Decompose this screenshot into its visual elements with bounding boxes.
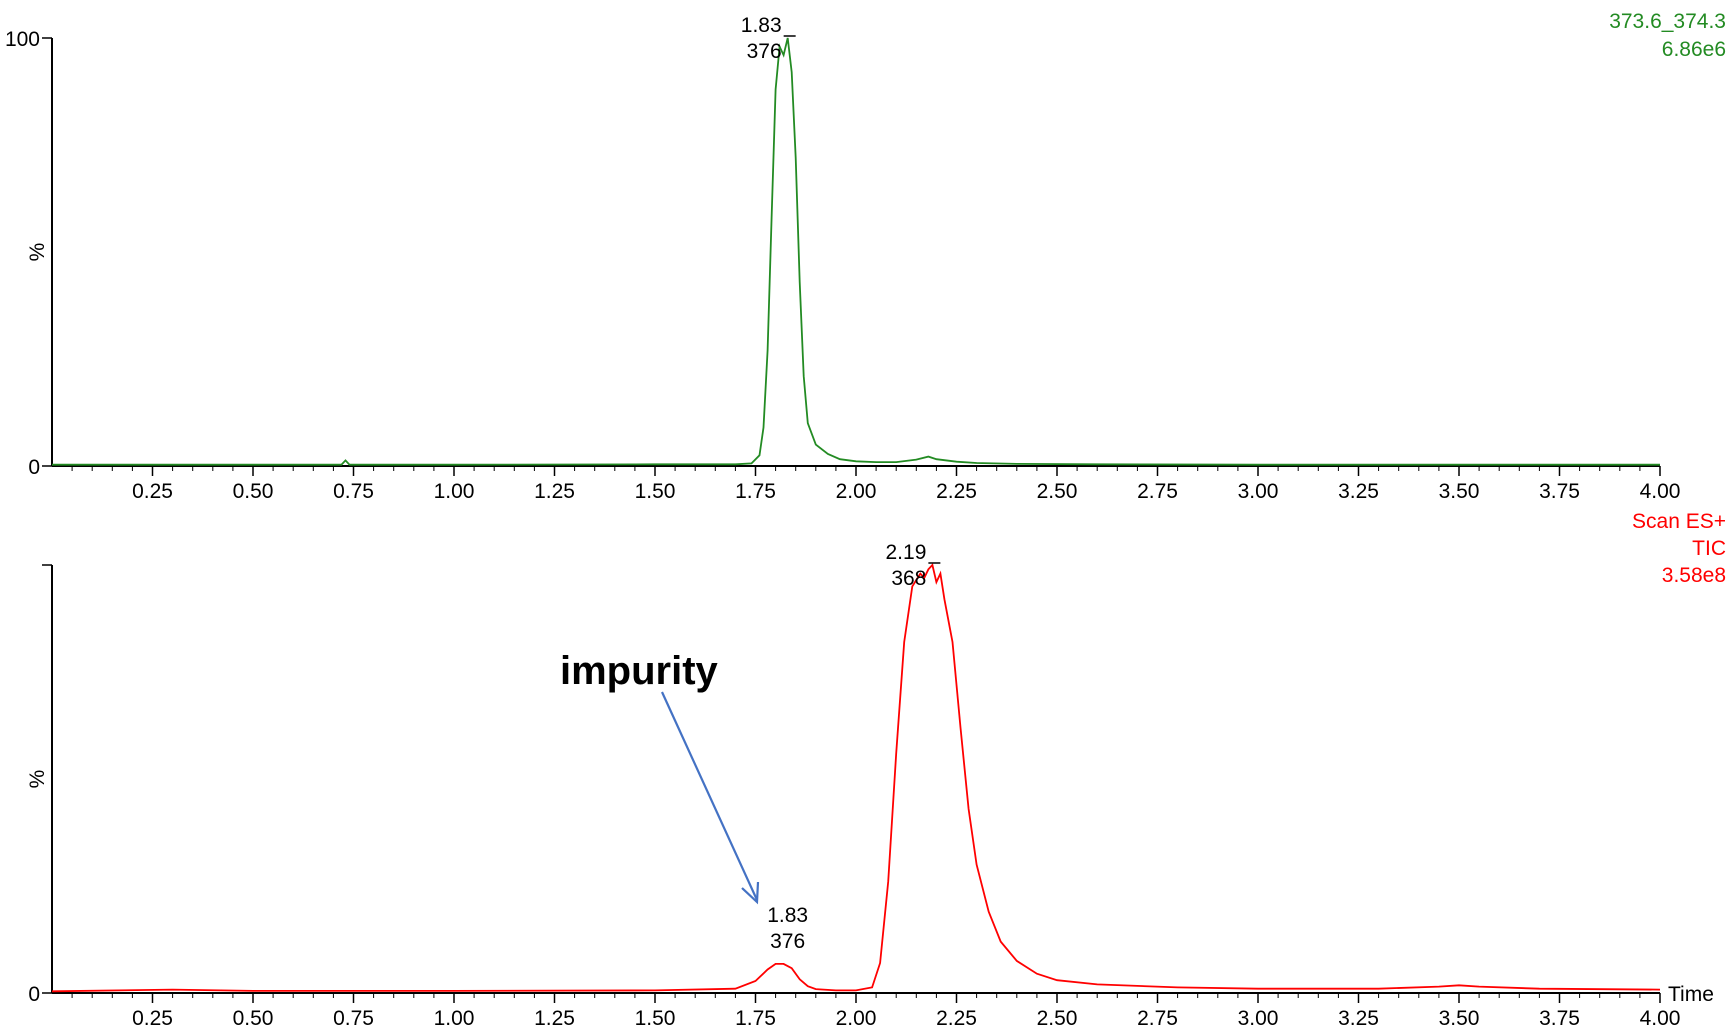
x-tick-label: 3.75 <box>1539 1007 1580 1029</box>
x-ticks: 0.25 0.50 0.75 1.00 1.25 1.50 1.75 2.00 2.25 2.50… <box>71 466 1681 503</box>
x-tick-label: 2.75 <box>1137 480 1178 503</box>
x-tick-label: 0.75 <box>333 1007 374 1029</box>
y-tick-label-top: 100 <box>5 28 40 51</box>
x-tick-label: 3.00 <box>1238 1007 1279 1029</box>
x-tick-label: 0.25 <box>132 1007 173 1029</box>
x-tick-label: 2.00 <box>836 480 877 503</box>
panel-top: 100 0 % 0.25 0.50 0.75 1.00 1.25 1.50 1.75 2.00… <box>5 10 1726 503</box>
x-tick-label: 0.25 <box>132 480 173 503</box>
x-tick-label: 3.50 <box>1439 480 1480 503</box>
y-axis-label: % <box>26 243 49 262</box>
peak-mass-label: 376 <box>770 930 805 953</box>
x-tick-label: 2.25 <box>936 1007 977 1029</box>
panel-bottom: 0 % Time 0.25 0.50 0.75 1.00 1.25 1.50 1.75 2.0… <box>26 510 1726 1029</box>
peak-mass-label: 376 <box>747 40 782 63</box>
y-axis-label: % <box>26 770 49 789</box>
x-tick-label: 1.00 <box>434 1007 475 1029</box>
x-tick-label: 0.50 <box>233 480 274 503</box>
x-tick-label: 1.75 <box>735 1007 776 1029</box>
x-tick-label: 4.00 <box>1640 480 1681 503</box>
x-tick-label: 3.25 <box>1338 1007 1379 1029</box>
x-tick-label: 1.00 <box>434 480 475 503</box>
peak-labels: 2.19 368 1.83 376 <box>767 541 941 953</box>
x-tick-label: 2.50 <box>1037 480 1078 503</box>
x-ticks: 0.25 0.50 0.75 1.00 1.25 1.50 1.75 2.00 2.25 2.50… <box>71 993 1681 1029</box>
peak-time-label: 2.19 <box>886 541 927 564</box>
peak-mass-label: 368 <box>891 567 926 590</box>
y-tick-label-zero: 0 <box>28 983 40 1006</box>
x-tick-label: 2.50 <box>1037 1007 1078 1029</box>
x-tick-label: 0.75 <box>333 480 374 503</box>
x-tick-label: 2.75 <box>1137 1007 1178 1029</box>
x-tick-label: 1.25 <box>534 480 575 503</box>
series-line <box>51 563 1661 993</box>
x-tick-label: 0.50 <box>233 1007 274 1029</box>
trace-info-line-2: 6.86e6 <box>1662 38 1726 61</box>
impurity-annotation: impurity <box>560 649 719 693</box>
x-tick-label: 3.75 <box>1539 480 1580 503</box>
x-tick-label: 3.00 <box>1238 480 1279 503</box>
y-tick-label-zero: 0 <box>28 456 40 479</box>
trace-info-line-1: Scan ES+ <box>1632 510 1726 533</box>
trace-info-line-3: 3.58e8 <box>1662 564 1726 587</box>
peak-labels: 1.83 376 <box>741 14 796 63</box>
x-tick-label: 1.75 <box>735 480 776 503</box>
x-tick-label: 2.00 <box>836 1007 877 1029</box>
x-axis-label: Time <box>1668 983 1714 1006</box>
x-tick-label: 4.00 <box>1640 1007 1681 1029</box>
x-tick-label: 3.50 <box>1439 1007 1480 1029</box>
x-tick-label: 1.25 <box>534 1007 575 1029</box>
series-line <box>52 37 1660 466</box>
x-tick-label: 3.25 <box>1338 480 1379 503</box>
trace-info-line-1: 373.6_374.3 <box>1609 10 1726 33</box>
impurity-arrow <box>660 691 760 905</box>
x-tick-label: 2.25 <box>936 480 977 503</box>
peak-time-label: 1.83 <box>767 904 808 927</box>
x-tick-label: 1.50 <box>635 1007 676 1029</box>
trace-info-line-2: TIC <box>1692 537 1726 560</box>
x-tick-label: 1.50 <box>635 480 676 503</box>
peak-time-label: 1.83 <box>741 14 782 37</box>
